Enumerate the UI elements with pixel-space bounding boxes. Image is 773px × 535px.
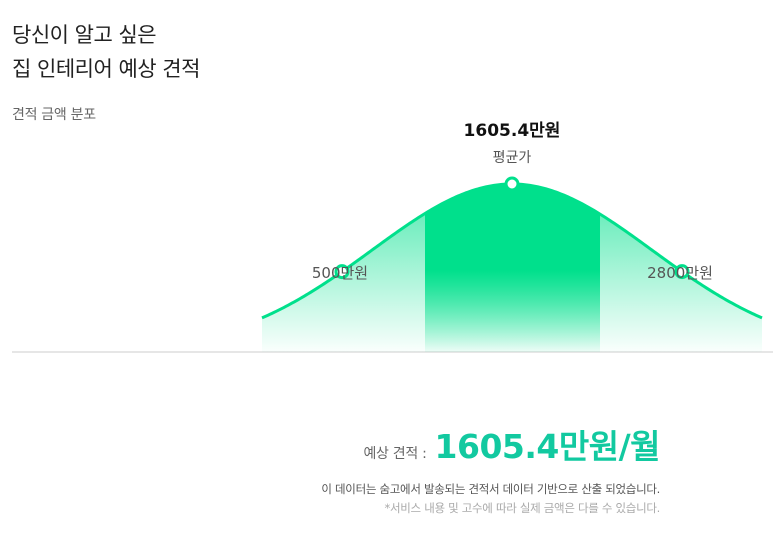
title-line-2: 집 인테리어 예상 견적 xyxy=(12,57,200,81)
high-label: 2800만원 xyxy=(647,264,713,282)
title-line-1: 당신이 알고 싶은 xyxy=(12,23,157,47)
low-label: 500만원 xyxy=(312,264,368,282)
mean-sublabel: 평균가 xyxy=(493,150,532,166)
high-marker xyxy=(674,264,690,280)
chart-subtitle: 견적 금액 분포 xyxy=(12,107,96,123)
estimate-summary: 예상 견적 : 1605.4만원/월 xyxy=(363,420,660,468)
estimate-label: 예상 견적 : xyxy=(363,446,427,462)
low-marker xyxy=(334,264,350,280)
estimate-value: 1605.4만원/월 xyxy=(434,427,661,466)
mean-marker xyxy=(504,176,520,192)
mean-label: 1605.4만원 xyxy=(464,121,561,141)
page-title: 당신이 알고 싶은 집 인테리어 예상 견적 xyxy=(12,18,200,86)
mid-range-fill xyxy=(425,184,600,352)
distribution-chart: 500만원 1605.4만원 평균가 2800만원 xyxy=(12,121,773,353)
disclaimer-note: *서비스 내용 및 고수에 따라 실제 금액은 다를 수 있습니다. xyxy=(384,501,661,515)
data-source-note: 이 데이터는 숨고에서 발송되는 견적서 데이터 기반으로 산출 되었습니다. xyxy=(321,482,660,496)
